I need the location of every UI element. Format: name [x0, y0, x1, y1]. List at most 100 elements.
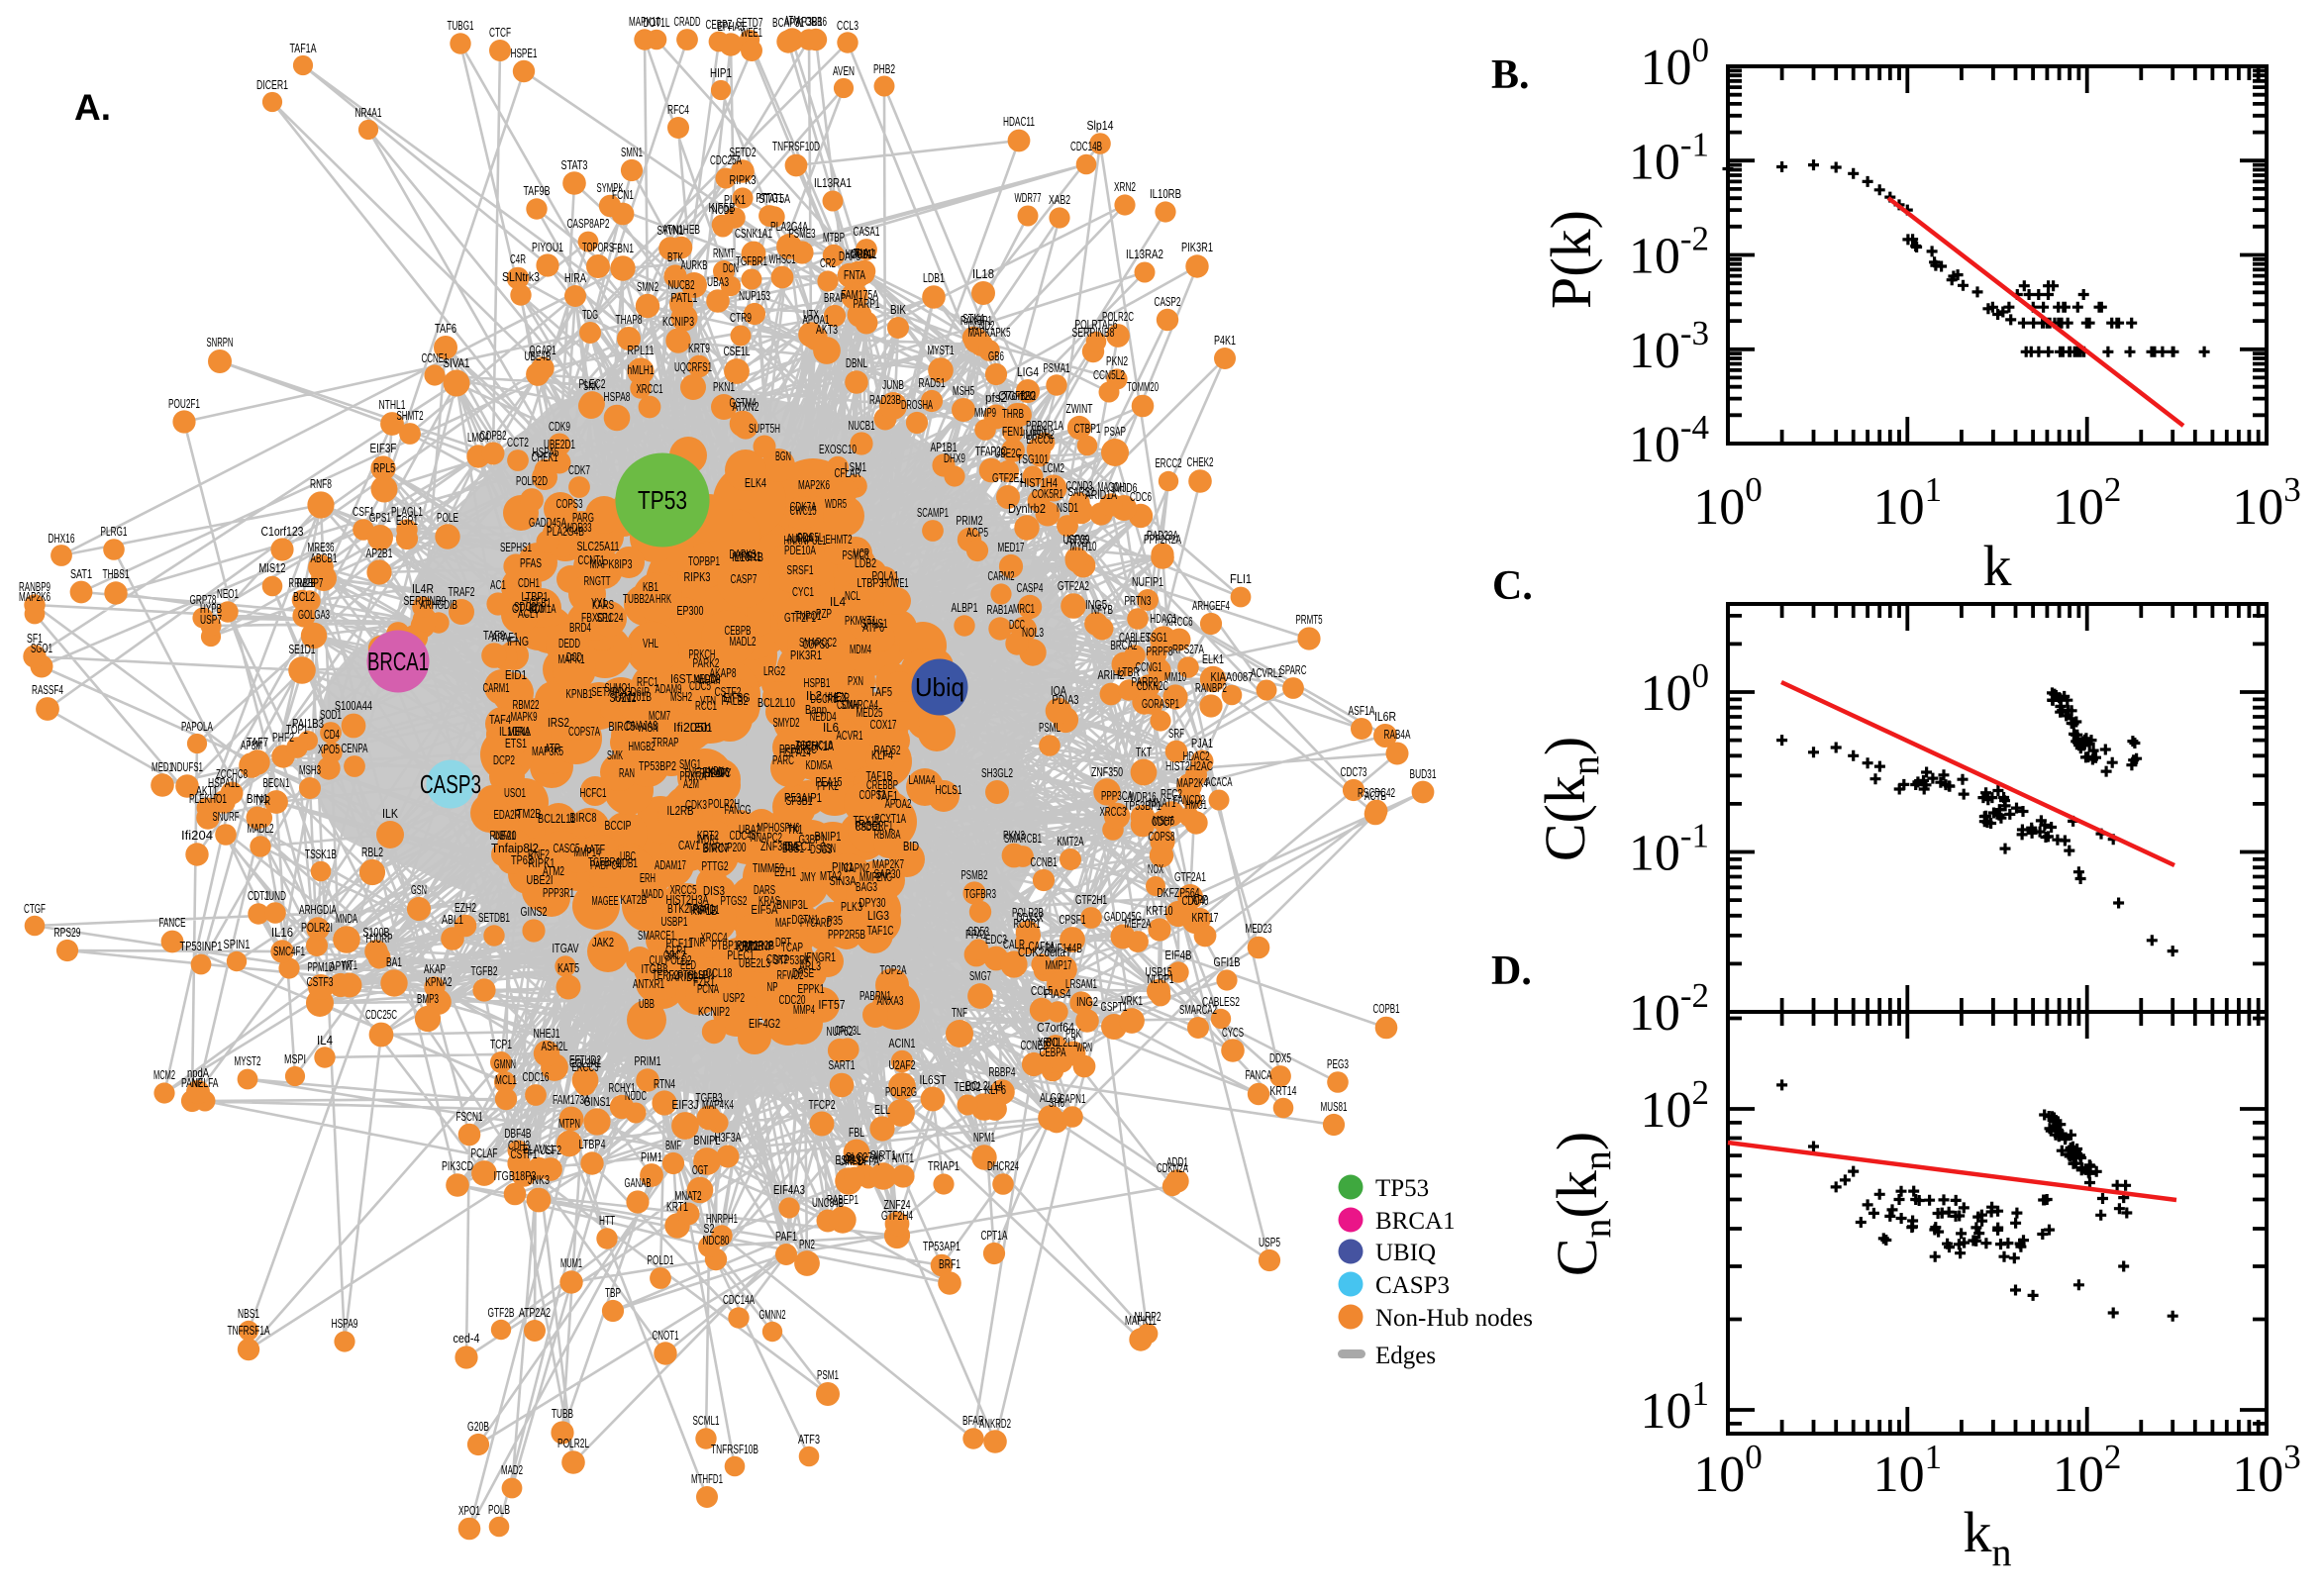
svg-text:KIAA0087: KIAA0087 — [1211, 670, 1254, 684]
svg-text:TP53AP1: TP53AP1 — [923, 1240, 960, 1253]
svg-text:POLE: POLE — [437, 511, 458, 525]
svg-text:DIS3: DIS3 — [703, 884, 725, 898]
svg-text:UTX: UTX — [803, 308, 819, 322]
svg-text:MED1: MED1 — [152, 760, 173, 774]
svg-text:USBP1: USBP1 — [661, 915, 688, 929]
svg-text:CNOT1: CNOT1 — [653, 1329, 679, 1343]
svg-text:EIF4A3: EIF4A3 — [773, 1183, 805, 1197]
svg-text:CDC25C: CDC25C — [365, 1008, 397, 1022]
svg-text:CRADD: CRADD — [674, 15, 701, 29]
svg-text:ATX5: ATX5 — [1066, 534, 1088, 548]
svg-text:SIRT1: SIRT1 — [870, 1148, 897, 1162]
svg-text:CDC14B: CDC14B — [1070, 140, 1102, 153]
svg-text:BECN1: BECN1 — [263, 776, 290, 790]
svg-text:TOP1: TOP1 — [286, 723, 308, 737]
svg-text:D.: D. — [1491, 948, 1532, 994]
svg-text:TRAF1: TRAF1 — [688, 902, 715, 916]
svg-text:CASA1: CASA1 — [854, 225, 880, 239]
svg-text:STAT5A: STAT5A — [758, 192, 790, 206]
svg-text:RAD23A: RAD23A — [1147, 529, 1178, 543]
svg-text:MADL2: MADL2 — [248, 822, 274, 836]
svg-text:TIMM50: TIMM50 — [753, 861, 784, 875]
svg-text:HDAC2: HDAC2 — [1183, 749, 1210, 763]
svg-text:MSH6: MSH6 — [1153, 814, 1174, 828]
svg-text:EIF4B: EIF4B — [1165, 948, 1192, 962]
svg-text:PCF11: PCF11 — [666, 937, 693, 950]
svg-text:B.: B. — [1491, 52, 1530, 98]
svg-text:SPNS1: SPNS1 — [861, 617, 888, 631]
svg-text:PLK1: PLK1 — [724, 193, 746, 207]
svg-text:RBL2: RBL2 — [361, 846, 383, 859]
svg-text:DICER1: DICER1 — [256, 78, 288, 92]
svg-text:UBA2: UBA2 — [739, 823, 760, 837]
svg-text:KAT5: KAT5 — [557, 961, 579, 975]
svg-text:MADD: MADD — [642, 887, 663, 901]
svg-text:BNIPL: BNIPL — [694, 1134, 721, 1147]
svg-text:PARP2: PARP2 — [1132, 675, 1159, 689]
svg-text:GMNN: GMNN — [494, 1057, 516, 1071]
svg-text:Ifi204: Ifi204 — [181, 829, 213, 843]
svg-text:NUP62: NUP62 — [827, 1025, 854, 1039]
svg-text:SRSF1: SRSF1 — [787, 563, 814, 577]
svg-text:DDX3X: DDX3X — [1017, 911, 1044, 925]
svg-text:GTF2H4: GTF2H4 — [881, 1209, 913, 1223]
svg-text:DSG3: DSG3 — [810, 843, 832, 856]
svg-text:POLR2L: POLR2L — [557, 1437, 589, 1450]
svg-text:UBIQ: UBIQ — [1375, 1240, 1436, 1266]
svg-text:LTBP3: LTBP3 — [858, 576, 884, 590]
svg-text:GADD45G: GADD45G — [1104, 910, 1142, 924]
svg-text:PKN2: PKN2 — [1106, 354, 1128, 368]
svg-text:EZR: EZR — [834, 691, 850, 705]
svg-text:RFC2: RFC2 — [1161, 787, 1182, 801]
svg-text:ABCB1: ABCB1 — [311, 551, 338, 565]
svg-text:LDB1: LDB1 — [923, 271, 945, 285]
svg-text:ATP6: ATP6 — [862, 621, 884, 635]
svg-text:MYST1: MYST1 — [928, 344, 955, 357]
svg-text:POLR2H: POLR2H — [708, 797, 740, 811]
svg-text:AKAP8: AKAP8 — [710, 666, 737, 680]
svg-text:CSTF1: CSTF1 — [511, 1147, 538, 1161]
svg-text:DBF4B: DBF4B — [505, 1127, 532, 1141]
svg-text:TGFB3: TGFB3 — [696, 1091, 723, 1105]
svg-text:XRCC5: XRCC5 — [670, 883, 697, 897]
svg-text:CWC15: CWC15 — [790, 504, 817, 518]
svg-text:DFFA: DFFA — [858, 1154, 879, 1168]
svg-text:ORB6: ORB6 — [805, 15, 827, 29]
svg-text:PIAS4: PIAS4 — [1045, 987, 1071, 1001]
svg-text:EFTUD2: EFTUD2 — [569, 1053, 601, 1067]
svg-text:CDK7A: CDK7A — [790, 500, 817, 514]
svg-text:PSM1: PSM1 — [817, 1368, 839, 1382]
svg-text:USF2: USF2 — [540, 1144, 561, 1157]
svg-text:NTHL1: NTHL1 — [379, 398, 406, 412]
svg-text:TGFBR3: TGFBR3 — [964, 887, 996, 901]
svg-text:CALR: CALR — [1003, 938, 1025, 951]
svg-text:UBA3: UBA3 — [707, 275, 729, 289]
svg-text:BRAP: BRAP — [824, 291, 846, 305]
svg-text:CASC5: CASC5 — [554, 842, 580, 855]
svg-text:MADL2: MADL2 — [730, 635, 757, 648]
svg-text:PPA1: PPA1 — [965, 928, 987, 942]
svg-text:DBNL: DBNL — [846, 356, 867, 370]
svg-text:NEDD8: NEDD8 — [694, 672, 721, 686]
svg-text:DCC: DCC — [1009, 618, 1025, 632]
svg-text:PSMC3: PSMC3 — [843, 549, 869, 562]
svg-text:MYST2: MYST2 — [235, 1054, 261, 1068]
svg-text:TAF1A: TAF1A — [290, 42, 317, 55]
svg-text:BMF: BMF — [665, 1139, 681, 1152]
svg-text:NHEJ1: NHEJ1 — [534, 1027, 560, 1041]
svg-text:CCNB1: CCNB1 — [1031, 855, 1058, 869]
svg-text:MSH2: MSH2 — [670, 690, 692, 704]
svg-text:CASP3: CASP3 — [1375, 1272, 1450, 1299]
svg-text:ARIH2: ARIH2 — [1098, 668, 1125, 682]
svg-text:PPP2R5B: PPP2R5B — [828, 928, 865, 942]
svg-text:CDH1: CDH1 — [518, 576, 540, 590]
svg-text:OGT: OGT — [692, 1163, 708, 1177]
svg-text:ALG9: ALG9 — [1040, 1091, 1061, 1105]
svg-text:COPS6: COPS6 — [803, 638, 830, 651]
svg-text:TUBB: TUBB — [552, 1407, 573, 1421]
svg-text:IL10RB: IL10RB — [1150, 187, 1181, 201]
svg-text:EZH1: EZH1 — [774, 865, 796, 879]
svg-text:KRT1: KRT1 — [666, 1200, 688, 1214]
svg-text:HUWE1: HUWE1 — [882, 576, 909, 590]
svg-text:SHMT2: SHMT2 — [397, 409, 424, 423]
